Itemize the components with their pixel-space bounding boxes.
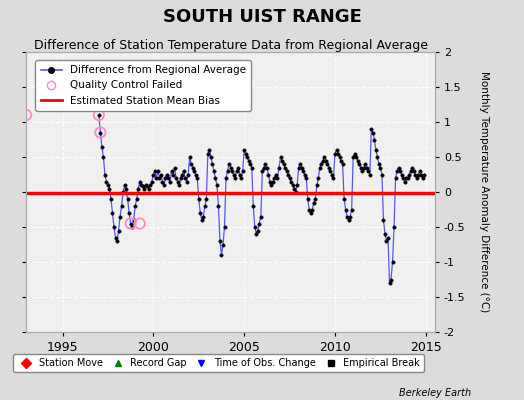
Text: Berkeley Earth: Berkeley Earth — [399, 388, 472, 398]
Text: SOUTH UIST RANGE: SOUTH UIST RANGE — [162, 8, 362, 26]
Y-axis label: Monthly Temperature Anomaly Difference (°C): Monthly Temperature Anomaly Difference (… — [479, 71, 489, 313]
Point — [126, 220, 135, 227]
Legend: Station Move, Record Gap, Time of Obs. Change, Empirical Break: Station Move, Record Gap, Time of Obs. C… — [13, 354, 424, 372]
Point — [96, 129, 105, 136]
Point — [136, 220, 144, 227]
Title: Difference of Station Temperature Data from Regional Average: Difference of Station Temperature Data f… — [34, 39, 428, 52]
Point — [95, 112, 103, 118]
Point — [22, 112, 30, 118]
